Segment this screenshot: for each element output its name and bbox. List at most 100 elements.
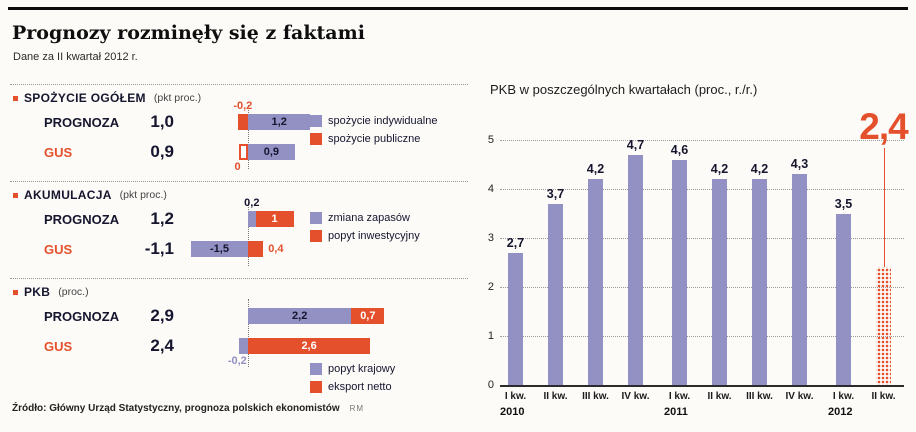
quarter-bar-highlight: [876, 267, 891, 385]
bar-value-label: 0,2: [244, 197, 260, 209]
top-rule: [8, 7, 908, 10]
x-tick-label: IV kw.: [785, 391, 814, 402]
legend-label: popyt inwestycyjny: [328, 230, 420, 242]
bar-value-label: 4,6: [670, 142, 689, 157]
row-total-value: 0,9: [150, 142, 174, 161]
bar-area: -0,2 2,6: [180, 338, 468, 367]
section-unit: (pkt proc.): [153, 92, 202, 104]
bar-area: -0,2 1,2: [180, 100, 468, 130]
page-title: Prognozy rozminęły się z faktami: [12, 22, 365, 44]
bar-value-label: -0,2: [233, 100, 253, 112]
section-title: PKB: [24, 285, 51, 299]
chart-row: PROGNOZA 1,2 0,2 1: [10, 197, 468, 234]
left-section-0: SPOŻYCIE OGÓŁEM (pkt proc.) PROGNOZA 1,0 -0,…: [10, 84, 468, 177]
x-tick-label: IV kw.: [621, 391, 650, 402]
bar-segment-red: [255, 211, 294, 227]
section-title: AKUMULACJA: [24, 188, 112, 202]
bar-value-label: 0,9: [263, 146, 280, 158]
bar-segment-red: [237, 114, 248, 130]
row-label: GUS: [44, 241, 73, 257]
legend-swatch-red: [310, 381, 322, 393]
bar-segment-purple: [248, 211, 256, 227]
legend-item: spożycie indywidualne: [310, 115, 437, 127]
source-note: Źródło: Główny Urząd Statystyczny, progn…: [12, 403, 340, 414]
credit-mark: RM: [349, 404, 365, 413]
legend-swatch-purple: [310, 212, 322, 224]
quarter-bar: [792, 174, 807, 385]
legend-item: eksport netto: [310, 381, 395, 393]
year-label: 2010: [500, 406, 525, 418]
highlight-connector-line: [883, 148, 885, 268]
year-label: 2012: [828, 406, 853, 418]
row-total-value: 1,0: [150, 112, 174, 131]
legend-swatch-purple: [310, 115, 322, 127]
bar-segment-purple: [191, 241, 248, 257]
bar-area: 2,2 0,7: [180, 308, 468, 324]
row-total-value: 2,9: [150, 306, 174, 325]
x-tick-label: III kw.: [746, 391, 773, 402]
row-label: PROGNOZA: [44, 308, 120, 324]
quarter-bar: [508, 252, 523, 385]
bar-value-label: 0: [234, 161, 241, 173]
chart-row: PROGNOZA 2,9 2,2 0,7: [10, 301, 468, 331]
bar-value-label: -0,2: [227, 355, 247, 367]
row-total-value: 2,4: [150, 336, 174, 355]
bar-value-label: 3,5: [834, 196, 853, 211]
bar-value-label: 4,2: [710, 162, 729, 177]
bar-segment-purple: [248, 144, 295, 160]
x-tick-label: II kw.: [871, 391, 896, 402]
section-bullet-icon: [13, 95, 18, 101]
bar-value-label: 0,7: [360, 310, 376, 322]
gridline: [500, 140, 904, 141]
bar-segment-red: [239, 144, 248, 160]
quarterly-gdp-panel: PKB w poszczególnych kwartałach (proc., …: [476, 80, 909, 432]
row-label: GUS: [44, 338, 73, 354]
x-tick-label: I kw.: [668, 391, 691, 402]
legend-item: popyt krajowy: [310, 363, 395, 375]
zero-axis: [248, 299, 249, 367]
section-bullet-icon: [13, 192, 18, 198]
row-label: PROGNOZA: [44, 211, 120, 227]
gridline: [500, 189, 904, 190]
bar-segment-purple: [248, 308, 352, 324]
forecast-vs-actual-panel: SPOŻYCIE OGÓŁEM (pkt proc.) PROGNOZA 1,0 -0,…: [10, 84, 468, 407]
left-section-1: AKUMULACJA (pkt proc.) PROGNOZA 1,2 0,2 1 GUS -…: [10, 181, 468, 274]
legend-label: popyt krajowy: [328, 363, 396, 375]
quarter-bar: [588, 179, 603, 385]
bar-value-label: 2,2: [292, 310, 308, 322]
quarter-bar: [752, 179, 767, 385]
bar-value-label: 2,7: [506, 235, 525, 250]
legend-item: zmiana zapasów: [310, 212, 420, 224]
gridline: [500, 336, 904, 337]
x-tick-label: II kw.: [543, 391, 568, 402]
left-section-2: PKB (proc.) PROGNOZA 2,9 2,2 0,7 GUS 2,4 -0,2 2,6…: [10, 278, 468, 403]
y-tick-label: 0: [487, 379, 494, 391]
bar-value-label: 3,7: [546, 186, 565, 201]
chart-row: PROGNOZA 1,0 -0,2 1,2: [10, 100, 468, 137]
section-unit: (proc.): [58, 286, 89, 298]
x-tick-label: I kw.: [504, 391, 527, 402]
legend-label: spożycie indywidualne: [328, 115, 438, 127]
section-bullet-icon: [13, 289, 18, 295]
legend-swatch-purple: [310, 363, 322, 375]
quarter-bar: [628, 154, 643, 385]
bar-area: -1,5 0,4: [180, 241, 468, 257]
bar-segment-red: [351, 308, 385, 324]
x-tick-label: I kw.: [832, 391, 855, 402]
y-tick-label: 4: [487, 183, 494, 195]
bar-value-label: 1: [271, 213, 278, 225]
highlight-value-label: 2,4: [859, 106, 908, 147]
x-axis-baseline: [500, 385, 904, 387]
footer: Źródło: Główny Urząd Statystyczny, progn…: [12, 403, 364, 414]
year-label: 2011: [664, 406, 688, 418]
bar-value-label: 4,7: [626, 137, 645, 152]
chart-row: GUS 0,9 0 0,9: [10, 137, 468, 173]
section-title: SPOŻYCIE OGÓŁEM: [24, 91, 146, 105]
row-total-value: 1,2: [150, 209, 174, 228]
zero-axis: [248, 105, 249, 169]
row-label: PROGNOZA: [44, 114, 120, 130]
section-header: AKUMULACJA (pkt proc.): [10, 186, 468, 204]
legend: zmiana zapasów popyt inwestycyjny: [310, 212, 420, 242]
legend-label: spożycie publiczne: [328, 133, 421, 145]
